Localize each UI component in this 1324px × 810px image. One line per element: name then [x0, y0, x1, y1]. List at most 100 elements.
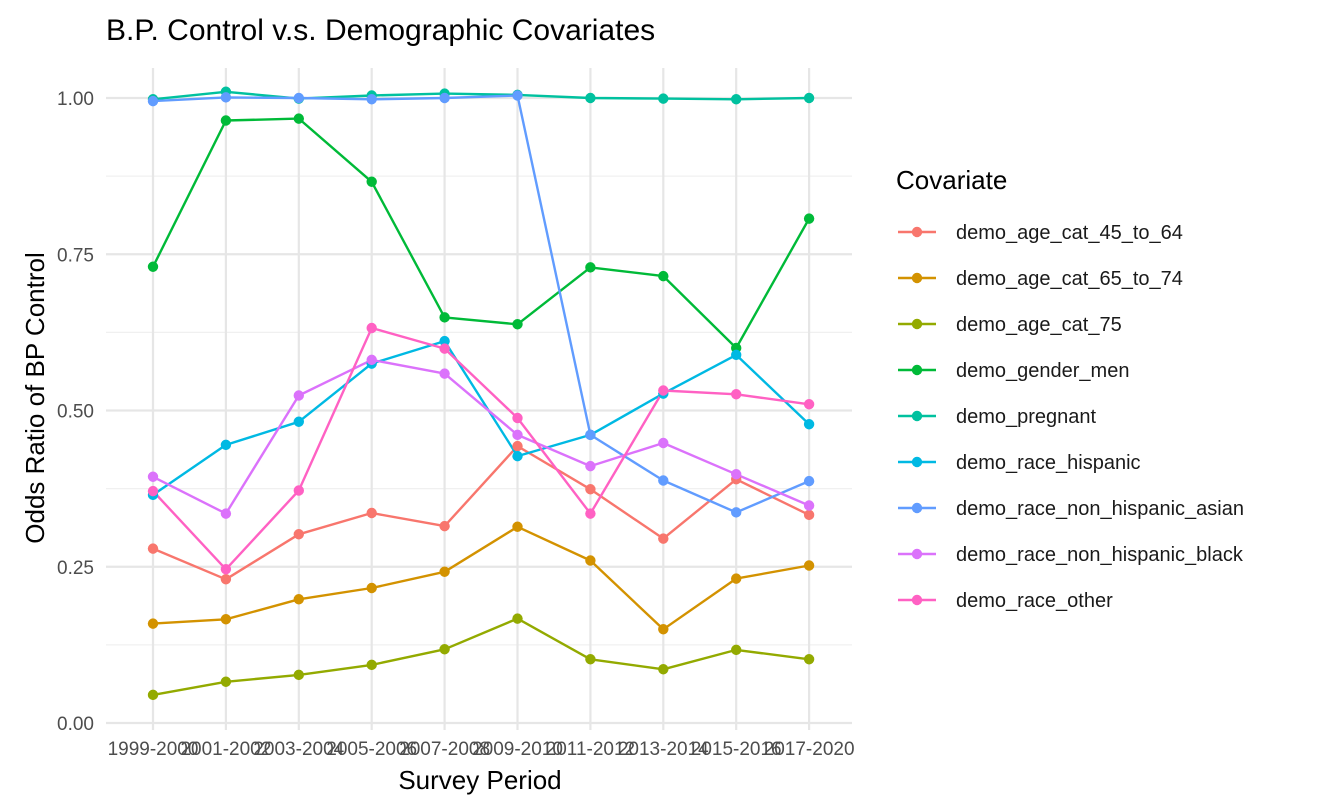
legend-swatch-point [911, 272, 923, 284]
legend-label: demo_race_non_hispanic_asian [956, 498, 1244, 520]
series-line-demo_race_hispanic [152, 339, 810, 496]
data-point-demo_race_other [803, 399, 815, 410]
data-point-demo_age_cat_45_to_64 [366, 507, 377, 519]
x-tick-label: 2009-2010 [472, 739, 563, 760]
y-tick-label: 0.50 [57, 402, 94, 423]
data-point-demo_race_non_hispanic_black [731, 469, 742, 480]
data-point-demo_race_other [293, 485, 304, 496]
data-point-demo_race_non_hispanic_black [803, 500, 815, 511]
data-point-demo_age_cat_45_to_64 [585, 484, 596, 495]
data-point-demo_race_hispanic [293, 416, 304, 427]
data-point-demo_race_hispanic [512, 450, 523, 462]
series-line-demo_race_non_hispanic_asian [152, 94, 810, 514]
data-point-demo_race_other [366, 322, 377, 334]
legend-label: demo_pregnant [956, 406, 1097, 428]
legend-item-demo_race_other: demo_race_other [898, 590, 1113, 612]
y-axis-title: Odds Ratio of BP Control [20, 252, 50, 543]
legend-item-demo_race_non_hispanic_asian: demo_race_non_hispanic_asian [898, 498, 1244, 520]
data-point-demo_race_non_hispanic_asian [220, 92, 232, 103]
series-points [147, 86, 815, 701]
data-point-demo_pregnant [731, 94, 742, 105]
legend-label: demo_race_hispanic [956, 452, 1141, 474]
data-point-demo_age_cat_45_to_64 [147, 543, 159, 554]
data-point-demo_race_non_hispanic_black [293, 390, 304, 401]
legend-label: demo_age_cat_65_to_74 [956, 268, 1183, 290]
data-point-demo_race_non_hispanic_asian [585, 429, 596, 441]
data-point-demo_age_cat_75 [220, 676, 232, 687]
y-axis-ticks: 0.00 0.25 0.50 0.75 1.00 [57, 89, 94, 735]
series-lines [151, 90, 811, 697]
x-axis-title: Survey Period [398, 765, 561, 795]
data-point-demo_race_other [731, 389, 742, 400]
data-point-demo_pregnant [658, 93, 669, 104]
data-point-demo_race_non_hispanic_black [585, 460, 596, 472]
legend-swatch-point [911, 410, 923, 422]
data-point-demo_age_cat_65_to_74 [366, 582, 377, 594]
legend-swatch-point [911, 548, 923, 560]
data-point-demo_gender_men [585, 262, 596, 273]
data-point-demo_race_other [585, 508, 596, 519]
data-point-demo_race_non_hispanic_black [147, 471, 159, 482]
data-point-demo_pregnant [585, 92, 596, 104]
data-point-demo_age_cat_75 [439, 644, 450, 655]
data-point-demo_gender_men [803, 213, 815, 224]
data-point-demo_race_non_hispanic_asian [147, 95, 159, 107]
legend-label: demo_race_non_hispanic_black [956, 544, 1244, 566]
series-line-demo_pregnant [152, 90, 810, 101]
series-line-demo_race_other [152, 326, 810, 571]
legend-label: demo_race_other [956, 590, 1113, 612]
legend-item-demo_gender_men: demo_gender_men [898, 360, 1129, 382]
y-tick-label: 0.25 [57, 558, 94, 579]
legend-swatch-point [911, 364, 923, 376]
legend-label: demo_gender_men [956, 360, 1129, 382]
data-point-demo_race_non_hispanic_black [366, 354, 377, 366]
legend-swatch-point [911, 594, 923, 606]
legend-swatch-point [911, 456, 923, 468]
legend-item-demo_age_cat_45_to_64: demo_age_cat_45_to_64 [898, 222, 1183, 244]
data-point-demo_age_cat_75 [803, 654, 815, 665]
legend-item-demo_age_cat_75: demo_age_cat_75 [898, 314, 1122, 336]
series-line-demo_age_cat_45_to_64 [152, 444, 810, 581]
data-point-demo_age_cat_75 [731, 644, 742, 656]
legend-swatch-point [911, 226, 923, 238]
data-point-demo_race_non_hispanic_asian [293, 92, 304, 104]
data-point-demo_race_other [512, 412, 523, 424]
data-point-demo_age_cat_45_to_64 [220, 574, 232, 585]
series-line-demo_gender_men [151, 117, 811, 350]
data-point-demo_age_cat_45_to_64 [658, 533, 669, 544]
data-point-demo_age_cat_75 [366, 659, 377, 671]
data-point-demo_race_non_hispanic_black [512, 429, 523, 441]
x-tick-label: 2005-2006 [326, 739, 417, 760]
series-line-demo_age_cat_75 [152, 617, 810, 697]
data-point-demo_age_cat_75 [658, 664, 669, 675]
data-point-demo_gender_men [147, 261, 159, 272]
data-point-demo_race_non_hispanic_asian [366, 94, 377, 105]
data-point-demo_race_non_hispanic_black [658, 437, 669, 449]
data-point-demo_age_cat_75 [585, 654, 596, 665]
data-point-demo_age_cat_45_to_64 [803, 509, 815, 521]
data-point-demo_race_hispanic [731, 349, 742, 361]
data-point-demo_age_cat_65_to_74 [439, 566, 450, 577]
series-line-demo_age_cat_65_to_74 [152, 525, 810, 631]
data-point-demo_gender_men [439, 312, 450, 323]
legend-swatch-point [911, 502, 923, 514]
data-point-demo_race_hispanic [803, 419, 815, 430]
x-tick-label: 2011-2012 [546, 739, 635, 760]
data-point-demo_race_non_hispanic_black [220, 508, 232, 519]
data-point-demo_age_cat_65_to_74 [658, 624, 669, 635]
x-tick-label: 2007-2008 [399, 739, 490, 760]
legend-title: Covariate [896, 165, 1007, 195]
data-point-demo_age_cat_45_to_64 [293, 529, 304, 540]
data-point-demo_race_non_hispanic_asian [803, 475, 815, 487]
legend-label: demo_age_cat_45_to_64 [956, 222, 1183, 244]
data-point-demo_age_cat_65_to_74 [803, 560, 815, 571]
data-point-demo_age_cat_75 [147, 689, 159, 701]
data-point-demo_age_cat_65_to_74 [220, 614, 232, 625]
legend-item-demo_pregnant: demo_pregnant [898, 406, 1097, 428]
data-point-demo_age_cat_65_to_74 [731, 573, 742, 584]
x-tick-label: 2003-2004 [253, 739, 344, 760]
data-point-demo_race_hispanic [439, 335, 450, 347]
data-point-demo_gender_men [512, 319, 523, 330]
